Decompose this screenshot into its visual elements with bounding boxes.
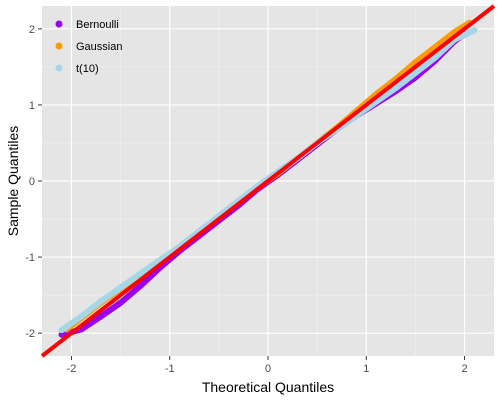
y-tick-label: -2 <box>25 328 35 340</box>
legend-key <box>55 42 63 50</box>
data-point <box>117 299 124 306</box>
legend-label: Bernoulli <box>76 19 119 31</box>
y-tick-label: -1 <box>25 252 35 264</box>
legend-key <box>55 64 63 72</box>
data-point <box>58 331 65 338</box>
legend-key <box>55 20 63 28</box>
data-point <box>97 298 104 305</box>
reference-line <box>40 4 496 358</box>
data-point <box>78 313 85 320</box>
y-tick-label: 0 <box>29 176 35 188</box>
data-point <box>137 283 144 289</box>
y-tick-label: 2 <box>29 24 35 36</box>
y-tick-label: 1 <box>29 100 35 112</box>
x-axis-title: Theoretical Quantiles <box>202 379 334 395</box>
legend-label: t(10) <box>76 63 99 75</box>
x-tick-label: 1 <box>363 363 369 375</box>
data-point <box>117 284 124 291</box>
data-point <box>392 85 399 92</box>
reference-line-group <box>40 4 496 358</box>
data-point <box>432 54 439 61</box>
y-axis-title: Sample Quantiles <box>5 126 21 237</box>
axis-ticks: -2 -1 0 1 2 -2 -1 0 1 2 <box>25 24 467 375</box>
legend: Bernoulli Gaussian t(10) <box>55 19 122 75</box>
data-point <box>97 313 104 320</box>
data-point <box>412 69 419 76</box>
x-tick-label: 0 <box>265 363 271 375</box>
x-tick-label: -1 <box>165 363 175 375</box>
x-tick-label: 2 <box>461 363 467 375</box>
legend-label: Gaussian <box>76 41 122 53</box>
data-point <box>58 327 65 334</box>
data-point <box>137 270 144 277</box>
x-tick-label: -2 <box>67 363 77 375</box>
data-point <box>471 27 478 34</box>
